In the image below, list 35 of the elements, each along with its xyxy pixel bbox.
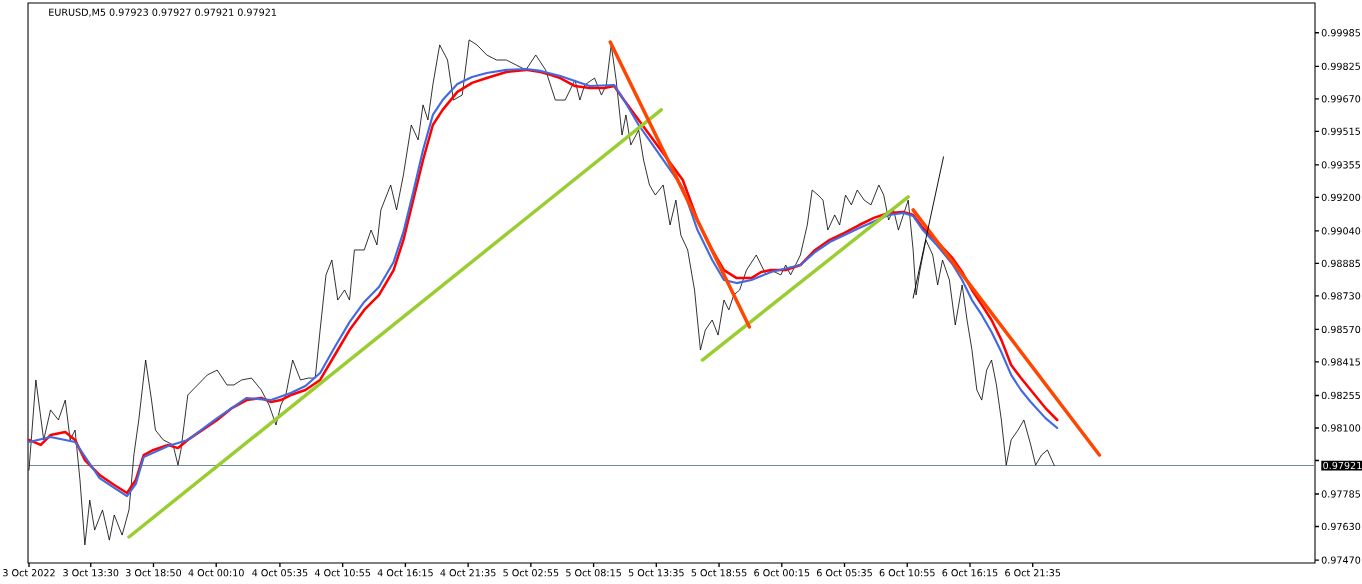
x-tick-label: 3 Oct 18:50 bbox=[125, 569, 182, 577]
y-tick-label: 0.99515 bbox=[1321, 127, 1360, 135]
x-tick-label: 6 Oct 16:15 bbox=[942, 569, 998, 577]
x-tick-label: 6 Oct 05:35 bbox=[816, 569, 872, 577]
y-tick-label: 0.99040 bbox=[1321, 227, 1361, 235]
y-tick-label: 0.97630 bbox=[1321, 522, 1361, 531]
y-tick-label: 0.98885 bbox=[1321, 259, 1360, 267]
y-tick-label: 0.97785 bbox=[1321, 490, 1360, 498]
y-tick-label: 0.98730 bbox=[1321, 292, 1361, 300]
x-tick-label: 4 Oct 16:15 bbox=[377, 569, 433, 577]
x-tick-label: 4 Oct 05:35 bbox=[252, 569, 308, 577]
x-tick-label: 5 Oct 08:15 bbox=[566, 569, 621, 577]
x-tick-label: 6 Oct 00:15 bbox=[754, 569, 810, 577]
x-tick-label: 4 Oct 00:10 bbox=[188, 569, 244, 577]
y-tick-label: 0.98100 bbox=[1321, 424, 1361, 432]
y-tick-label: 0.99200 bbox=[1321, 193, 1361, 201]
x-tick-label: 5 Oct 18:55 bbox=[691, 569, 747, 577]
x-tick-label: 4 Oct 10:55 bbox=[314, 569, 371, 577]
x-tick-label: 6 Oct 10:55 bbox=[879, 569, 935, 577]
x-tick-label: 6 Oct 21:35 bbox=[1005, 569, 1061, 577]
y-tick-label: 0.99985 bbox=[1321, 29, 1360, 37]
x-tick-label: 3 Oct 2022 bbox=[3, 569, 55, 577]
x-tick-label: 3 Oct 13:30 bbox=[63, 569, 119, 577]
y-tick-label: 0.99670 bbox=[1321, 95, 1361, 103]
y-tick-label: 0.99825 bbox=[1321, 62, 1360, 70]
x-tick-label: 4 Oct 21:35 bbox=[440, 569, 496, 577]
text: EURUSD,M5 0.97923 0.97927 0.97921 0.97921 bbox=[49, 8, 277, 17]
ref-line-label: 0.97921 bbox=[1323, 461, 1362, 470]
x-tick-label: 5 Oct 13:35 bbox=[628, 569, 684, 577]
y-tick-label: 0.98570 bbox=[1321, 325, 1361, 334]
y-tick-label: 0.99355 bbox=[1321, 161, 1360, 169]
y-tick-label: 0.97470 bbox=[1321, 556, 1361, 564]
y-tick-label: 0.98415 bbox=[1321, 358, 1360, 366]
x-tick-label: 5 Oct 02:55 bbox=[503, 569, 559, 577]
y-tick-label: 0.98255 bbox=[1321, 391, 1360, 400]
